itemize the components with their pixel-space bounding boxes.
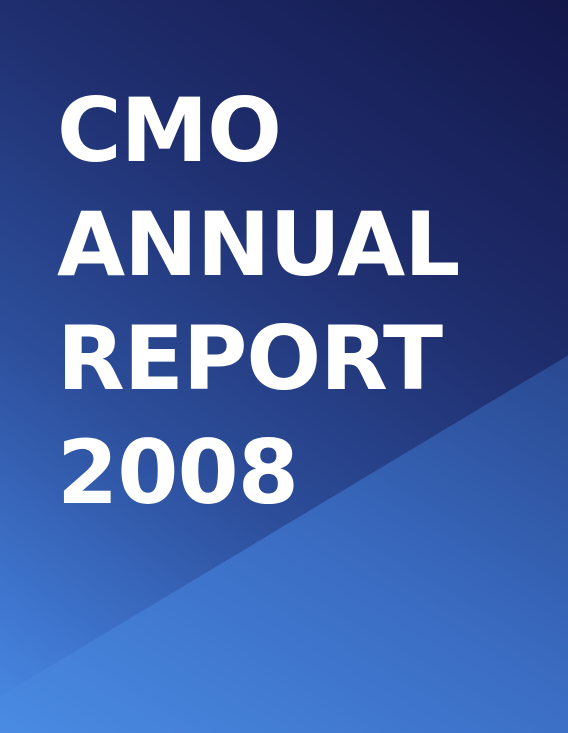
title-line-annual: ANNUAL — [57, 193, 460, 296]
cover-title: CMO ANNUAL REPORT 2008 — [57, 74, 460, 530]
title-line-year: 2008 — [57, 421, 299, 524]
title-line-cmo: CMO — [57, 79, 282, 182]
title-line-report: REPORT — [57, 307, 443, 410]
